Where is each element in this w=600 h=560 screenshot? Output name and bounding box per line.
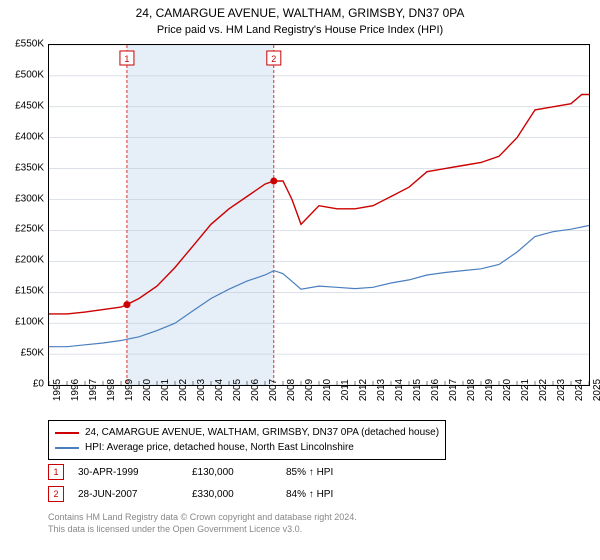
x-tick-label: 1995	[52, 379, 63, 401]
legend-item: HPI: Average price, detached house, Nort…	[55, 440, 439, 455]
footer-line-2: This data is licensed under the Open Gov…	[48, 524, 357, 536]
legend-item: 24, CAMARGUE AVENUE, WALTHAM, GRIMSBY, D…	[55, 425, 439, 440]
x-tick-label: 1997	[88, 379, 99, 401]
event-table: 1 30-APR-1999 £130,000 85% ↑ HPI 2 28-JUN-200…	[48, 464, 333, 508]
x-tick-label: 2002	[178, 379, 189, 401]
legend: 24, CAMARGUE AVENUE, WALTHAM, GRIMSBY, D…	[48, 420, 446, 460]
legend-label: HPI: Average price, detached house, Nort…	[85, 440, 354, 455]
event-pct: 84% ↑ HPI	[286, 489, 333, 500]
x-tick-label: 1998	[106, 379, 117, 401]
y-tick-label: £450K	[0, 100, 44, 111]
x-tick-label: 2024	[574, 379, 585, 401]
event-row: 2 28-JUN-2007 £330,000 84% ↑ HPI	[48, 486, 333, 502]
chart-subtitle: Price paid vs. HM Land Registry's House …	[0, 22, 600, 40]
plot-area: 12	[48, 44, 590, 386]
chart-title: 24, CAMARGUE AVENUE, WALTHAM, GRIMSBY, D…	[0, 0, 600, 22]
event-date: 28-JUN-2007	[78, 489, 178, 500]
y-tick-label: £300K	[0, 193, 44, 204]
x-tick-label: 2000	[142, 379, 153, 401]
x-tick-label: 2014	[394, 379, 405, 401]
x-tick-label: 2008	[286, 379, 297, 401]
x-tick-label: 2016	[430, 379, 441, 401]
x-tick-label: 2021	[520, 379, 531, 401]
x-tick-label: 1999	[124, 379, 135, 401]
event-marker-icon: 1	[48, 464, 64, 480]
x-tick-label: 2025	[592, 379, 600, 401]
x-tick-label: 2001	[160, 379, 171, 401]
event-row: 1 30-APR-1999 £130,000 85% ↑ HPI	[48, 464, 333, 480]
y-tick-label: £250K	[0, 224, 44, 235]
x-tick-label: 2004	[214, 379, 225, 401]
y-tick-label: £400K	[0, 131, 44, 142]
y-tick-label: £550K	[0, 39, 44, 50]
event-date: 30-APR-1999	[78, 467, 178, 478]
y-tick-label: £100K	[0, 317, 44, 328]
y-tick-label: £150K	[0, 286, 44, 297]
x-tick-label: 2015	[412, 379, 423, 401]
y-tick-label: £0	[0, 379, 44, 390]
y-tick-label: £350K	[0, 162, 44, 173]
x-tick-label: 1996	[70, 379, 81, 401]
x-tick-label: 2010	[322, 379, 333, 401]
svg-text:1: 1	[124, 54, 129, 64]
x-tick-label: 2003	[196, 379, 207, 401]
x-tick-label: 2012	[358, 379, 369, 401]
plot-svg: 12	[49, 45, 589, 385]
x-tick-label: 2006	[250, 379, 261, 401]
x-tick-label: 2022	[538, 379, 549, 401]
x-tick-label: 2005	[232, 379, 243, 401]
x-tick-label: 2007	[268, 379, 279, 401]
legend-swatch	[55, 447, 79, 449]
x-tick-label: 2013	[376, 379, 387, 401]
x-tick-label: 2011	[340, 379, 351, 401]
footer-line-1: Contains HM Land Registry data © Crown c…	[48, 512, 357, 524]
event-pct: 85% ↑ HPI	[286, 467, 333, 478]
chart-container: 24, CAMARGUE AVENUE, WALTHAM, GRIMSBY, D…	[0, 0, 600, 560]
x-tick-label: 2023	[556, 379, 567, 401]
x-tick-label: 2009	[304, 379, 315, 401]
x-tick-label: 2017	[448, 379, 459, 401]
y-tick-label: £500K	[0, 69, 44, 80]
x-tick-label: 2019	[484, 379, 495, 401]
svg-text:2: 2	[271, 54, 276, 64]
x-tick-label: 2018	[466, 379, 477, 401]
legend-label: 24, CAMARGUE AVENUE, WALTHAM, GRIMSBY, D…	[85, 425, 439, 440]
y-tick-label: £200K	[0, 255, 44, 266]
event-price: £330,000	[192, 489, 272, 500]
event-marker-icon: 2	[48, 486, 64, 502]
legend-swatch	[55, 432, 79, 434]
footer-attribution: Contains HM Land Registry data © Crown c…	[48, 512, 357, 535]
x-tick-label: 2020	[502, 379, 513, 401]
y-tick-label: £50K	[0, 348, 44, 359]
event-price: £130,000	[192, 467, 272, 478]
